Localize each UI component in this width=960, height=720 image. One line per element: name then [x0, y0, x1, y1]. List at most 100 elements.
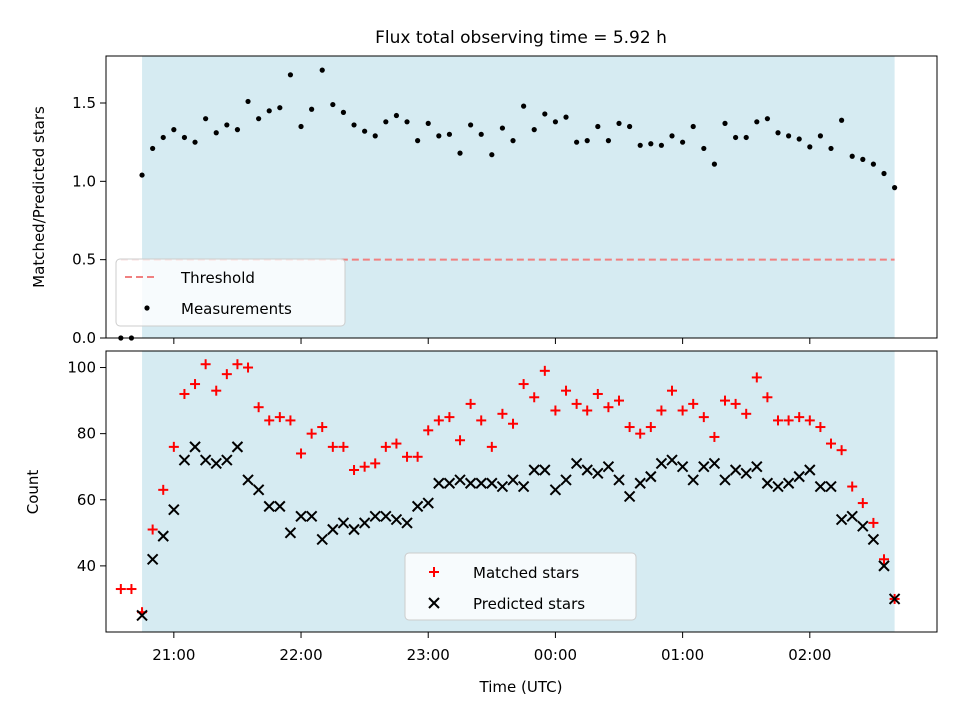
measurement-point: [319, 67, 325, 73]
predicted-star-point: [592, 467, 604, 480]
measurement-legend-label: Measurements: [181, 300, 292, 318]
predicted-star-point: [623, 490, 636, 503]
matched-star-point: [645, 422, 656, 433]
predicted-star-point: [772, 480, 784, 493]
cross-b: [835, 513, 848, 526]
predicted-star-point: [358, 517, 371, 529]
top-x-ticks: [173, 338, 811, 344]
predicted-star-point: [369, 510, 381, 523]
matched-star-point: [635, 428, 646, 439]
bottom-y-tick-label: 80: [77, 425, 96, 443]
measurement-point: [637, 142, 643, 148]
predicted-star-point: [814, 480, 827, 493]
measurement-point: [393, 112, 400, 119]
matched-star-point: [571, 398, 582, 409]
top-y-ticks: 0.0 0.5 1.0 1.5: [72, 94, 106, 347]
matched-star-point: [402, 451, 413, 462]
cross-b: [676, 460, 689, 473]
measurement-point: [595, 123, 601, 130]
cross-b: [708, 457, 721, 470]
cross-b: [401, 517, 413, 529]
cross-b: [189, 441, 201, 453]
measurement-point: [457, 150, 463, 156]
matched-star-point: [804, 415, 815, 426]
cross-b: [327, 523, 339, 536]
x-tick-label: 22:00: [279, 646, 322, 664]
matched-star-point: [327, 441, 338, 452]
measurement-point: [711, 161, 718, 167]
matched-star-point: [762, 392, 773, 403]
matched-star-point: [741, 408, 752, 419]
cross-b: [348, 523, 360, 536]
measurement-point: [245, 98, 251, 105]
cross-b: [231, 441, 244, 453]
measurement-point: [839, 117, 845, 123]
measurement-point: [817, 133, 824, 139]
predicted-star-point: [284, 527, 297, 539]
matched-legend-label: Matched stars: [473, 564, 579, 582]
cross-b: [592, 467, 604, 480]
matched-star-point: [168, 441, 179, 452]
matched-star-point: [147, 524, 158, 535]
matched-star-point: [370, 458, 381, 469]
measurement-point: [531, 127, 537, 133]
measurement-point: [425, 120, 431, 126]
matched-star-point: [603, 402, 614, 413]
predicted-star-point: [857, 520, 869, 532]
cross-b: [507, 474, 519, 486]
matched-star-point: [561, 385, 572, 396]
matched-star-point: [359, 461, 370, 472]
predicted-star-point: [263, 500, 275, 513]
matched-star-point: [497, 408, 508, 419]
predicted-star-point: [242, 474, 254, 486]
measurement-point: [563, 114, 569, 120]
matched-star-point: [836, 445, 847, 456]
cross-b: [168, 503, 180, 516]
threshold-legend-label: Threshold: [180, 269, 255, 287]
measurement-point: [743, 134, 749, 141]
top-y-axis-label: Matched/Predicted stars: [30, 106, 48, 288]
predicted-star-point: [475, 477, 487, 489]
measurement-point: [309, 106, 315, 112]
matched-star-point: [444, 412, 455, 423]
predicted-star-point: [295, 510, 307, 523]
bottom-axes-frame: [105, 350, 938, 633]
matched-star-point: [592, 388, 603, 399]
measurement-point: [171, 127, 177, 133]
cross-b: [560, 474, 572, 486]
predicted-star-point: [549, 484, 562, 496]
measurement-point: [224, 122, 230, 128]
cross-b: [772, 480, 784, 493]
predicted-star-point: [867, 533, 880, 546]
cross-b: [623, 490, 636, 503]
measurement-point: [150, 145, 156, 152]
measurement-point: [552, 119, 559, 125]
predicted-star-point: [729, 464, 742, 476]
matched-star-point: [582, 405, 593, 416]
matched-star-point: [317, 422, 328, 433]
x-tick-label: 23:00: [407, 646, 450, 664]
measurement-point: [542, 111, 548, 117]
matched-legend-swatch: [429, 567, 439, 577]
matched-star-point: [783, 415, 794, 426]
predicted-star-point: [464, 477, 477, 489]
predicted-star-point: [539, 464, 551, 476]
matched-star-point: [243, 362, 254, 373]
predicted-star-point: [274, 500, 286, 513]
predicted-star-point: [528, 464, 540, 476]
matched-star-point: [486, 441, 497, 452]
cross-b: [613, 474, 625, 486]
predicted-star-point: [570, 457, 583, 470]
cross-b: [496, 480, 509, 493]
measurement-point: [372, 133, 378, 139]
cross-b: [539, 464, 551, 476]
predicted-star-point: [878, 560, 890, 572]
matched-star-point: [158, 484, 169, 495]
predicted-star-point: [782, 477, 795, 489]
matched-star-point: [550, 405, 561, 416]
top-y-tick-label: 0.5: [72, 251, 96, 269]
measurement-point: [616, 120, 622, 126]
cross-b: [878, 560, 890, 572]
matched-star-point: [614, 395, 625, 406]
measurement-point: [775, 130, 781, 136]
